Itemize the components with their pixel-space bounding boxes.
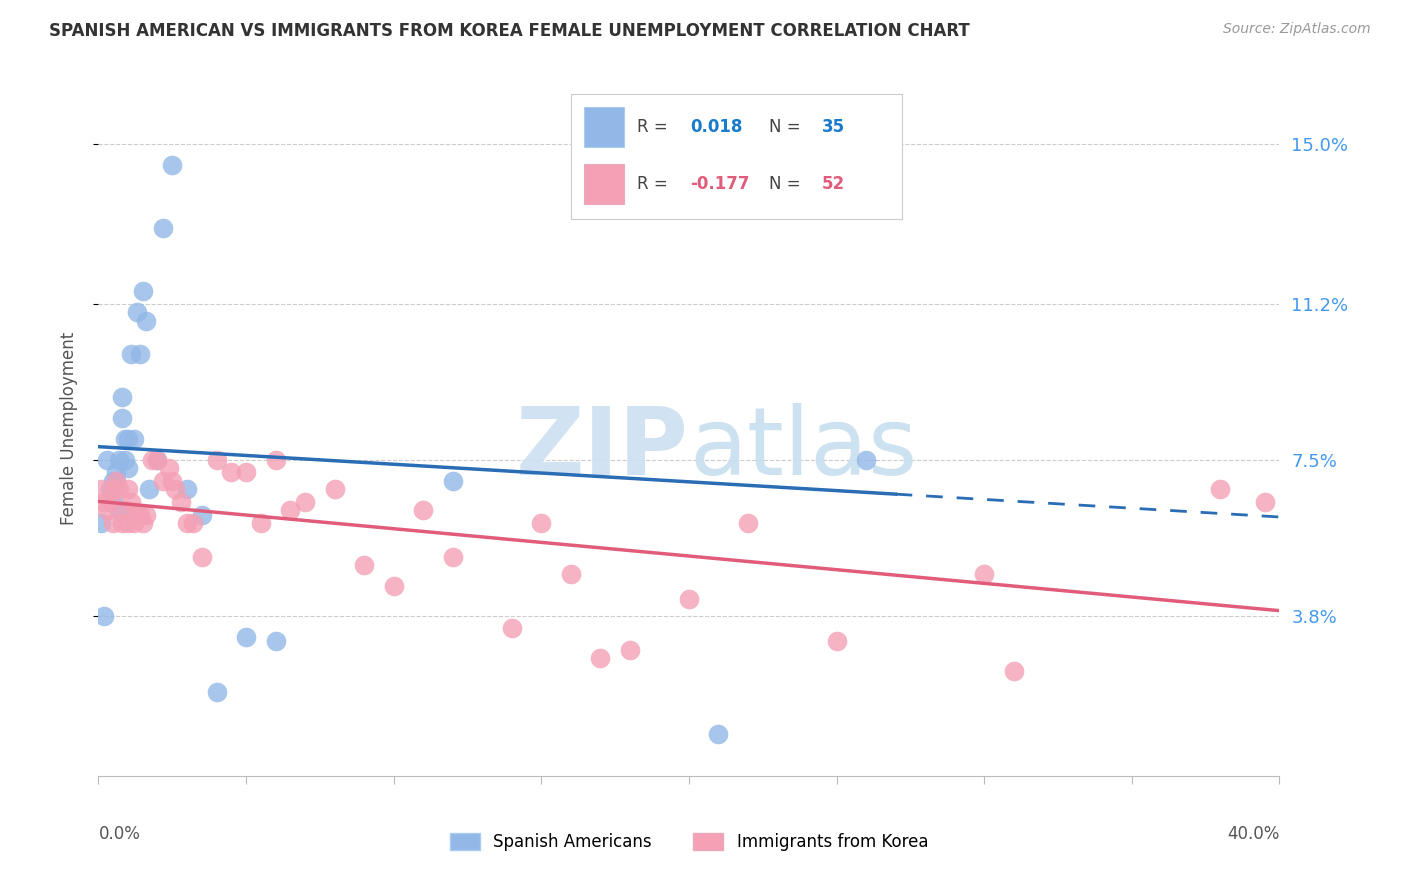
Y-axis label: Female Unemployment: Female Unemployment — [59, 332, 77, 524]
Point — [235, 466, 257, 480]
Point — [122, 516, 145, 530]
Point — [162, 158, 183, 172]
Point — [96, 503, 118, 517]
Point — [323, 483, 346, 497]
Point — [128, 508, 150, 522]
Point — [125, 305, 148, 319]
Point — [103, 495, 125, 509]
Point — [146, 452, 169, 467]
Point — [111, 516, 134, 530]
Point — [120, 347, 142, 361]
Point — [105, 474, 128, 488]
Point — [1254, 495, 1277, 509]
Point — [96, 452, 118, 467]
Point — [441, 549, 464, 564]
Point — [530, 516, 553, 530]
Point — [117, 461, 139, 475]
Point — [141, 452, 163, 467]
Point — [678, 591, 700, 606]
Point — [619, 642, 641, 657]
Text: ZIP: ZIP — [516, 403, 689, 495]
Point — [176, 516, 198, 530]
Point — [108, 503, 131, 517]
Point — [1209, 483, 1232, 497]
Point — [117, 516, 139, 530]
Point — [382, 579, 405, 593]
Point — [441, 474, 464, 488]
Point — [93, 495, 115, 509]
Point — [737, 516, 759, 530]
Point — [501, 622, 523, 636]
Point — [152, 474, 174, 488]
Point — [90, 483, 112, 497]
Point — [98, 495, 121, 509]
Point — [117, 432, 139, 446]
Point — [114, 432, 136, 446]
Point — [235, 630, 257, 644]
Point — [250, 516, 273, 530]
Point — [132, 516, 155, 530]
Point — [157, 461, 180, 475]
Point — [165, 483, 187, 497]
Point — [152, 220, 174, 235]
Text: 0.0%: 0.0% — [98, 825, 141, 843]
Point — [98, 483, 121, 497]
Point — [114, 452, 136, 467]
Point — [589, 651, 612, 665]
Point — [191, 508, 214, 522]
Point — [560, 566, 582, 581]
Point — [176, 483, 198, 497]
Text: Source: ZipAtlas.com: Source: ZipAtlas.com — [1223, 22, 1371, 37]
Point — [135, 508, 157, 522]
Point — [114, 503, 136, 517]
Point — [205, 452, 228, 467]
Point — [353, 558, 375, 573]
Point — [412, 503, 434, 517]
Point — [132, 284, 155, 298]
Text: SPANISH AMERICAN VS IMMIGRANTS FROM KOREA FEMALE UNEMPLOYMENT CORRELATION CHART: SPANISH AMERICAN VS IMMIGRANTS FROM KORE… — [49, 22, 970, 40]
Point — [221, 466, 243, 480]
Text: 40.0%: 40.0% — [1227, 825, 1279, 843]
Point — [191, 549, 214, 564]
Point — [122, 432, 145, 446]
Point — [294, 495, 316, 509]
Point — [825, 634, 848, 648]
Point — [707, 727, 730, 741]
Point — [181, 516, 204, 530]
Point — [105, 474, 128, 488]
Point — [162, 474, 183, 488]
Point — [108, 452, 131, 467]
Point — [108, 483, 131, 497]
Point — [117, 483, 139, 497]
Point — [125, 508, 148, 522]
Point — [103, 516, 125, 530]
Point — [103, 474, 125, 488]
Point — [105, 466, 128, 480]
Point — [855, 452, 877, 467]
Point — [678, 174, 700, 188]
Point — [93, 608, 115, 623]
Point — [128, 347, 150, 361]
Point — [205, 684, 228, 698]
Legend: Spanish Americans, Immigrants from Korea: Spanish Americans, Immigrants from Korea — [443, 827, 935, 858]
Point — [280, 503, 302, 517]
Point — [146, 452, 169, 467]
Point — [90, 516, 112, 530]
Text: atlas: atlas — [689, 403, 917, 495]
Point — [138, 483, 160, 497]
Point — [264, 452, 287, 467]
Point — [111, 410, 134, 425]
Point — [264, 634, 287, 648]
Point — [973, 566, 995, 581]
Point — [103, 483, 125, 497]
Point — [1002, 664, 1025, 678]
Point — [135, 313, 157, 327]
Point — [120, 495, 142, 509]
Point — [170, 495, 193, 509]
Point — [111, 390, 134, 404]
